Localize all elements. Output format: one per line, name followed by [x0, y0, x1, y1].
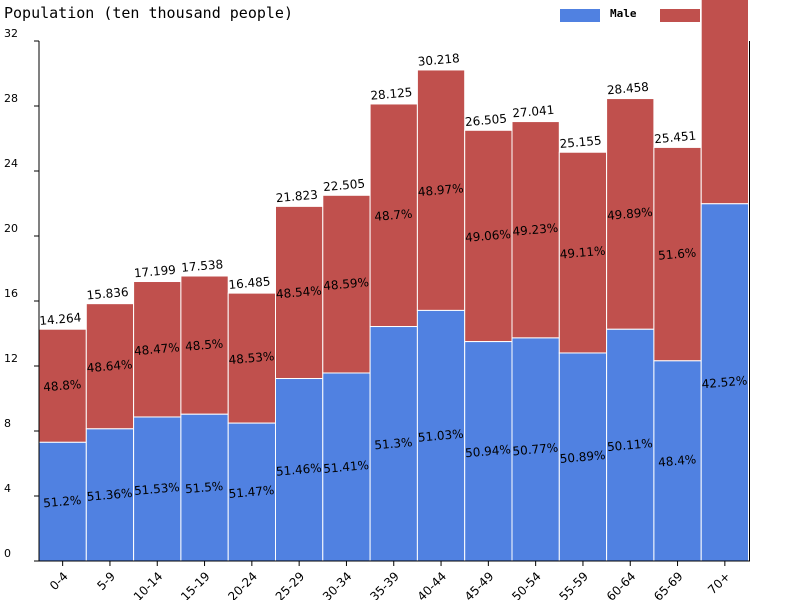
- total-label: 17.538: [181, 257, 224, 275]
- bar-female: [653, 146, 702, 362]
- bar-female: [700, 0, 750, 205]
- total-label: 16.485: [228, 274, 271, 292]
- bar-male: [85, 428, 135, 562]
- y-tick-label: 12: [4, 352, 18, 365]
- male-percent-label: 51.47%: [228, 483, 275, 501]
- y-tick-label: 28: [4, 92, 18, 105]
- male-percent-label: 50.94%: [465, 442, 512, 460]
- male-percent-label: 51.41%: [323, 458, 370, 476]
- y-tick-label: 20: [4, 222, 18, 235]
- x-tick-label: 45-49: [462, 569, 497, 600]
- female-percent-label: 49.11%: [559, 244, 606, 262]
- female-percent-label: 48.5%: [185, 336, 224, 353]
- y-tick-label: 4: [4, 482, 11, 495]
- female-percent-label: 48.47%: [133, 340, 180, 358]
- bar-female: [275, 205, 324, 380]
- bar-female: [133, 281, 182, 418]
- x-tick-label: 5-9: [94, 569, 118, 593]
- male-percent-label: 50.89%: [559, 448, 606, 466]
- bar-female: [85, 303, 135, 430]
- x-tick-label: 30-34: [320, 569, 355, 600]
- female-percent-label: 49.89%: [606, 205, 653, 223]
- total-label: 25.155: [559, 133, 602, 151]
- male-percent-label: 51.53%: [133, 480, 180, 498]
- bar-female: [322, 194, 371, 374]
- bar-male: [511, 337, 560, 562]
- male-percent-label: 48.4%: [658, 452, 697, 469]
- female-percent-label: 48.8%: [43, 377, 82, 394]
- x-tick-label: 55-59: [557, 569, 592, 600]
- y-tick-label: 32: [4, 27, 18, 40]
- x-tick-label: 25-29: [273, 569, 308, 600]
- male-percent-label: 51.2%: [43, 493, 82, 510]
- bar-female: [416, 69, 466, 311]
- legend-swatch-female: [660, 9, 700, 22]
- female-percent-label: 49.23%: [512, 221, 559, 239]
- total-label: 30.218: [417, 51, 460, 69]
- male-percent-label: 42.52%: [701, 373, 748, 391]
- female-percent-label: 48.7%: [374, 207, 413, 224]
- male-percent-label: 51.3%: [374, 435, 413, 452]
- male-percent-label: 51.46%: [275, 461, 322, 479]
- bar-male: [416, 309, 466, 562]
- bar-female: [511, 121, 560, 339]
- legend: Male Fe: [560, 7, 800, 23]
- bar-female: [227, 292, 276, 424]
- bar-male: [180, 413, 229, 562]
- bar-male: [38, 441, 87, 562]
- male-percent-label: 51.03%: [417, 427, 464, 445]
- bar-female: [558, 151, 608, 354]
- female-percent-label: 48.64%: [86, 357, 133, 375]
- x-tick-label: 20-24: [225, 569, 260, 600]
- female-percent-label: 48.59%: [323, 275, 370, 293]
- male-percent-label: 50.77%: [512, 441, 559, 459]
- x-tick-label: 60-64: [604, 569, 639, 600]
- female-percent-label: 48.54%: [275, 283, 322, 301]
- total-label: 21.823: [275, 188, 318, 206]
- y-tick-label: 8: [4, 417, 11, 430]
- y-tick-label: 0: [4, 547, 11, 560]
- x-tick-label: 35-39: [367, 569, 402, 600]
- total-label: 28.458: [606, 80, 649, 98]
- total-label: 28.125: [370, 85, 413, 103]
- bar-male: [558, 352, 608, 562]
- x-tick-label: 40-44: [415, 569, 450, 600]
- male-percent-label: 50.11%: [606, 436, 653, 454]
- bar-male: [653, 360, 702, 562]
- total-label: 15.836: [86, 285, 129, 303]
- x-tick-label: 10-14: [131, 569, 166, 600]
- y-tick-label: 16: [4, 287, 18, 300]
- y-tick-label: 24: [4, 157, 18, 170]
- total-label: 14.264: [39, 310, 82, 328]
- female-percent-label: 48.97%: [417, 181, 464, 199]
- female-percent-label: 48.53%: [228, 349, 275, 367]
- female-percent-label: 51.6%: [658, 246, 697, 263]
- male-percent-label: 51.36%: [86, 486, 133, 504]
- legend-swatch-male: [560, 9, 600, 22]
- bar-female: [464, 129, 513, 343]
- x-tick-label: 70+: [705, 569, 733, 597]
- x-tick-label: 50-54: [509, 569, 544, 600]
- total-label: 17.199: [133, 263, 176, 281]
- x-tick-label: 65-69: [651, 569, 686, 600]
- chart-title: Population (ten thousand people): [4, 4, 293, 22]
- total-label: 26.505: [464, 112, 507, 130]
- legend-label-male: Male: [610, 7, 637, 20]
- bar-female: [606, 98, 655, 330]
- x-tick-label: 15-19: [178, 569, 213, 600]
- total-label: 25.451: [654, 129, 697, 147]
- male-percent-label: 51.5%: [185, 479, 224, 496]
- total-label: 22.505: [323, 177, 366, 195]
- x-tick-label: 0-4: [47, 569, 71, 593]
- total-label: 27.041: [512, 103, 555, 121]
- bar-male: [606, 328, 655, 562]
- bar-male: [227, 422, 276, 562]
- female-percent-label: 49.06%: [465, 227, 512, 245]
